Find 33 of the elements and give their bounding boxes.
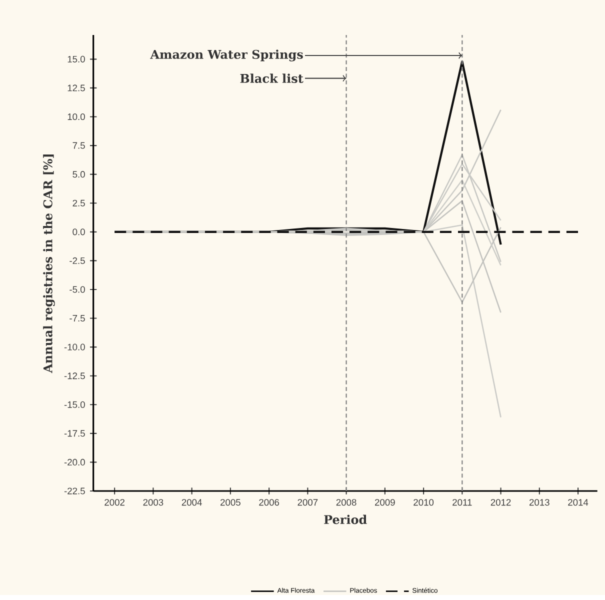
x-tick-label: 2014 [568,499,588,506]
y-tick-label: -22.5 [64,488,85,494]
y-tick-label: -17.5 [64,430,85,437]
y-tick-label: 15.0 [68,56,85,62]
x-tick-label: 2005 [220,499,240,506]
x-tick-label: 2008 [336,499,356,506]
y-tick-label: 5.0 [72,171,85,178]
x-tick-label: 2004 [182,499,202,506]
y-tick-label: 10.0 [68,113,85,120]
x-tick-label: 2006 [259,499,280,506]
x-axis-title: Period [324,514,367,524]
y-tick-label: 2.5 [72,200,85,206]
x-tick-label: 2012 [490,499,511,506]
ref-line-label: Black list [240,74,304,83]
y-tick-label: 12.5 [68,84,85,92]
y-tick-label: 7.5 [72,142,85,149]
x-tick-label: 2010 [414,499,434,506]
x-tick-label: 2002 [104,499,124,506]
ref-line-label: Amazon Water Springs [150,50,303,62]
x-tick-label: 2009 [375,499,395,506]
x-tick-label: 2003 [143,499,164,506]
x-tick-label: 2013 [529,499,550,506]
y-tick-label: -5.0 [70,286,85,293]
y-tick-label: -2.5 [70,257,85,264]
y-tick-label: 0.0 [72,228,85,236]
x-tick-label: 2011 [452,499,472,506]
y-tick-label: -10.0 [64,344,85,350]
y-tick-label: -7.5 [70,315,85,322]
x-tick-label: 2007 [298,499,318,506]
y-tick-label: -12.5 [64,372,85,380]
y-axis-title: Annual registries in the CAR [%] [43,154,55,374]
y-tick-label: -20.0 [64,458,85,466]
y-tick-label: -15.0 [64,401,85,408]
